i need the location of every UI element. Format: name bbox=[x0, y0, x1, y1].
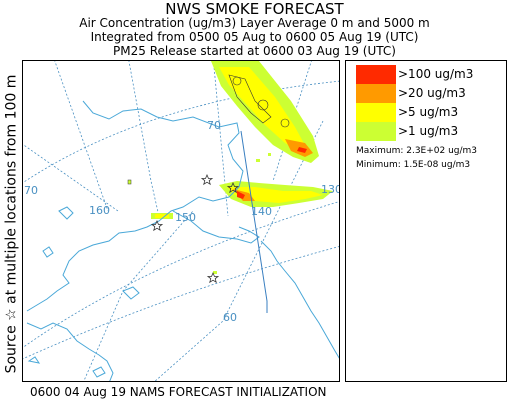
coast-gulf bbox=[172, 210, 260, 244]
legend-swatch-5 bbox=[356, 103, 396, 122]
subtitle-release: PM25 Release started at 0600 03 Aug 19 (… bbox=[113, 44, 396, 58]
border-line bbox=[240, 130, 268, 313]
lat-line-60 bbox=[23, 246, 339, 360]
lon-line-170 bbox=[23, 144, 119, 212]
lon-line-160 bbox=[54, 61, 109, 212]
star-icon bbox=[200, 173, 214, 186]
legend-label-20: >20 ug/m3 bbox=[398, 86, 466, 100]
star-icon bbox=[206, 271, 220, 284]
grid-label-140: 140 bbox=[251, 205, 272, 218]
grid-label-160: 160 bbox=[89, 204, 110, 217]
legend-label-100: >100 ug/m3 bbox=[398, 67, 474, 81]
coast-panhandle bbox=[260, 240, 339, 359]
map-panel[interactable]: 70 170 160 150 140 130 60 bbox=[22, 60, 340, 382]
lon-line-155 bbox=[83, 210, 194, 381]
legend-minimum: Minimum: 1.5E-08 ug/m3 bbox=[356, 160, 471, 170]
lat-line-65 bbox=[23, 201, 339, 348]
coast-north-west bbox=[26, 100, 244, 312]
grid-label-170: 170 bbox=[23, 184, 38, 197]
island-4 bbox=[27, 356, 41, 364]
grid-label-130: 130 bbox=[321, 183, 340, 196]
grid-label-150: 150 bbox=[175, 211, 196, 224]
legend-swatch-100 bbox=[356, 65, 396, 84]
smoke-plume-central bbox=[127, 153, 333, 274]
coastline bbox=[26, 100, 339, 381]
legend-maximum: Maximum: 2.3E+02 ug/m3 bbox=[356, 146, 478, 156]
source-markers bbox=[150, 173, 240, 284]
subtitle-integration: Integrated from 0500 05 Aug to 0600 05 A… bbox=[90, 30, 419, 44]
island-3 bbox=[122, 286, 140, 300]
forecast-footer: 0600 04 Aug 19 NAMS FORECAST INITIALIZAT… bbox=[30, 385, 327, 399]
legend-panel: >100 ug/m3 >20 ug/m3 >5 ug/m3 >1 ug/m3 M… bbox=[345, 60, 507, 382]
legend-swatch-1 bbox=[356, 122, 396, 141]
coast-south-west bbox=[26, 322, 114, 381]
legend-swatch-20 bbox=[356, 84, 396, 103]
star-icon bbox=[226, 181, 240, 194]
legend-label-5: >5 ug/m3 bbox=[398, 105, 459, 119]
page-title: NWS SMOKE FORECAST bbox=[165, 0, 344, 18]
grid-label-70: 70 bbox=[207, 119, 221, 132]
grid-label-60: 60 bbox=[223, 311, 237, 324]
subtitle-layer: Air Concentration (ug/m3) Layer Average … bbox=[79, 16, 430, 30]
island-1 bbox=[58, 206, 74, 220]
source-side-label: Source ☆ at multiple locations from 100 … bbox=[3, 74, 20, 374]
legend-label-1: >1 ug/m3 bbox=[398, 124, 459, 138]
smoke-plume-north bbox=[211, 61, 319, 163]
lon-line-150 bbox=[128, 61, 161, 222]
island-5 bbox=[92, 366, 106, 378]
star-icon bbox=[150, 219, 164, 232]
lon-line-120 bbox=[154, 120, 324, 381]
island-2 bbox=[42, 246, 54, 258]
smoke-map: 70 170 160 150 140 130 60 bbox=[23, 61, 340, 381]
